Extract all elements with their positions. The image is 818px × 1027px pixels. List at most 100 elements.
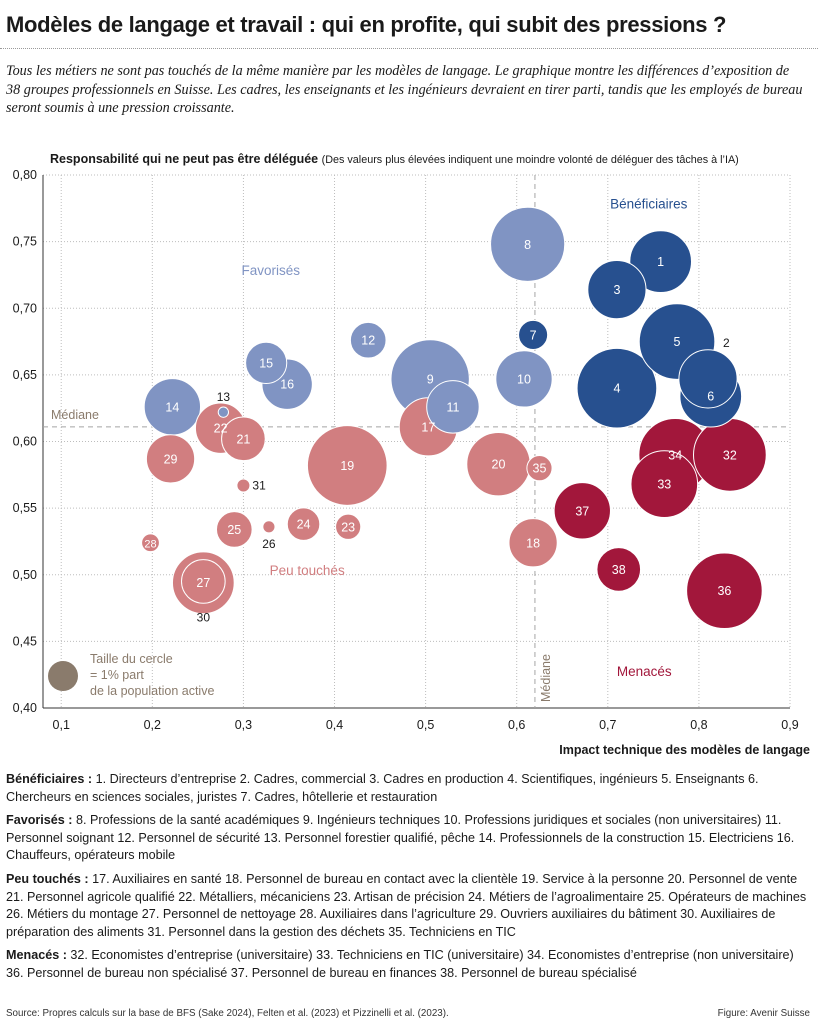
bubble-label-8: 8: [524, 238, 531, 252]
median-horizontal-label: Médiane: [51, 408, 99, 422]
bubble-label-33: 33: [657, 478, 671, 492]
bubble-33: [630, 450, 699, 518]
bubble-label-29: 29: [164, 452, 178, 466]
bubble-30: [181, 559, 226, 604]
bubble-label-23: 23: [341, 520, 355, 534]
bubble-label-16: 16: [280, 378, 294, 392]
bubble-29: [145, 434, 196, 484]
y-axis-label: Responsabilité qui ne peut pas être délé…: [50, 152, 739, 166]
bubble-1: [629, 230, 692, 293]
chart-title: Modèles de langage et travail : qui en p…: [6, 12, 727, 37]
x-tick-label: 0,2: [144, 718, 161, 732]
bubble-label-19: 19: [340, 459, 354, 473]
bubble-label-4: 4: [613, 382, 620, 396]
legend-group-label: Peu touchés :: [6, 871, 89, 886]
bubble-label-34: 34: [668, 448, 682, 462]
x-tick-label: 0,6: [508, 718, 525, 732]
bubble-label-15: 15: [259, 356, 273, 370]
y-tick-label: 0,70: [13, 301, 37, 315]
legend-menaces: Menacés : 32. Economistes d’entreprise (…: [6, 947, 812, 982]
x-tick-label: 0,3: [235, 718, 252, 732]
bubble-label-14: 14: [165, 400, 179, 414]
bubble-label-30: 30: [197, 610, 211, 624]
legend-group-text: 32. Economistes d’entreprise (universita…: [6, 948, 794, 980]
bubble-38: [596, 547, 642, 592]
y-tick-label: 0,65: [13, 368, 37, 382]
title-divider: [0, 48, 818, 49]
bubble-label-22: 22: [214, 422, 228, 436]
bubble-label-25: 25: [227, 523, 241, 537]
bubble-label-28: 28: [144, 538, 156, 550]
bubble-label-20: 20: [492, 458, 506, 472]
y-tick-label: 0,80: [13, 168, 37, 182]
bubble-label-26: 26: [262, 537, 276, 551]
legend-group-label: Favorisés :: [6, 813, 73, 828]
bubble-label-18: 18: [526, 536, 540, 550]
bubble-label-17: 17: [421, 420, 435, 434]
quadrant-label: Peu touchés: [270, 563, 345, 578]
bubble-19: [306, 425, 388, 506]
bubble-12: [349, 321, 387, 359]
bubble-label-5: 5: [674, 335, 681, 349]
bubble-label-24: 24: [297, 518, 311, 532]
y-axis-note: (Des valeurs plus élevées indiquent une …: [321, 154, 739, 166]
size-reference-text: de la population active: [90, 684, 214, 698]
category-legend: Bénéficiaires : 1. Directeurs d’entrepri…: [6, 771, 812, 989]
legend-group-text: 1. Directeurs d’entreprise 2. Cadres, co…: [6, 772, 759, 804]
bubble-10: [495, 350, 553, 408]
legend-beneficiaires: Bénéficiaires : 1. Directeurs d’entrepri…: [6, 771, 812, 806]
figure-credit: Figure: Avenir Suisse: [717, 1008, 810, 1019]
x-tick-label: 0,5: [417, 718, 434, 732]
x-tick-label: 0,9: [781, 718, 798, 732]
bubble-label-7: 7: [530, 328, 537, 342]
y-tick-label: 0,75: [13, 235, 37, 249]
y-tick-label: 0,50: [13, 568, 37, 582]
bubble-label-9: 9: [427, 372, 434, 386]
x-tick-label: 0,8: [690, 718, 707, 732]
bubble-label-11: 11: [446, 400, 459, 414]
bubble-8: [490, 206, 566, 282]
bubble-chart: 0,1 0,2 0,3 0,4 0,5 0,6 0,7 0,8 0,9 0,40 0,45 0,50 0…: [13, 168, 799, 732]
bubble-label-37: 37: [575, 504, 589, 518]
bubble-label-12: 12: [361, 334, 375, 348]
x-axis-title: Impact technique des modèles de langage: [559, 743, 810, 757]
bubble-37: [553, 482, 611, 540]
bubble-label-6: 6: [707, 390, 714, 404]
bubble-label-32: 32: [723, 448, 737, 462]
x-tick-label: 0,4: [326, 718, 343, 732]
bubble-13: [217, 406, 230, 418]
bubble-label-10: 10: [517, 372, 531, 386]
quadrant-label: Favorisés: [241, 263, 300, 278]
bubble-label-13: 13: [217, 390, 231, 404]
size-reference-bubble: [48, 661, 78, 691]
bubble-label-35: 35: [533, 462, 547, 476]
bubble-2: [678, 349, 738, 409]
bubble-3: [587, 260, 647, 320]
bubble-35: [526, 455, 553, 482]
bubble-31: [236, 478, 251, 493]
quadrant-label: Menacés: [617, 664, 672, 679]
legend-group-text: 17. Auxiliaires en santé 18. Personnel d…: [6, 871, 807, 939]
bubble-label-36: 36: [717, 584, 731, 598]
bubble-label-2: 2: [723, 336, 730, 350]
bubble-label-38: 38: [612, 563, 626, 577]
y-tick-label: 0,40: [13, 701, 37, 715]
y-tick-label: 0,45: [13, 634, 37, 648]
bubble-4: [576, 347, 658, 429]
quadrant-label: Bénéficiaires: [610, 196, 688, 211]
x-tick-label: 0,7: [599, 718, 616, 732]
bubble-label-27: 27: [196, 576, 210, 590]
bubble-26: [262, 520, 276, 534]
bubble-23: [335, 513, 362, 540]
legend-group-text: 8. Professions de la santé académiques 9…: [6, 813, 795, 863]
y-axis-title: Responsabilité qui ne peut pas être délé…: [50, 152, 319, 166]
legend-group-label: Bénéficiaires :: [6, 772, 93, 786]
y-tick-label: 0,60: [13, 435, 37, 449]
bubble-28: [141, 533, 160, 553]
chart-subtitle: Tous les métiers ne sont pas touchés de …: [6, 63, 803, 116]
bubble-label-21: 21: [236, 432, 250, 446]
legend-group-label: Menacés :: [6, 948, 67, 963]
bubble-18: [508, 518, 558, 568]
bubble-36: [686, 552, 763, 630]
size-reference-text: = 1% part: [90, 668, 144, 682]
